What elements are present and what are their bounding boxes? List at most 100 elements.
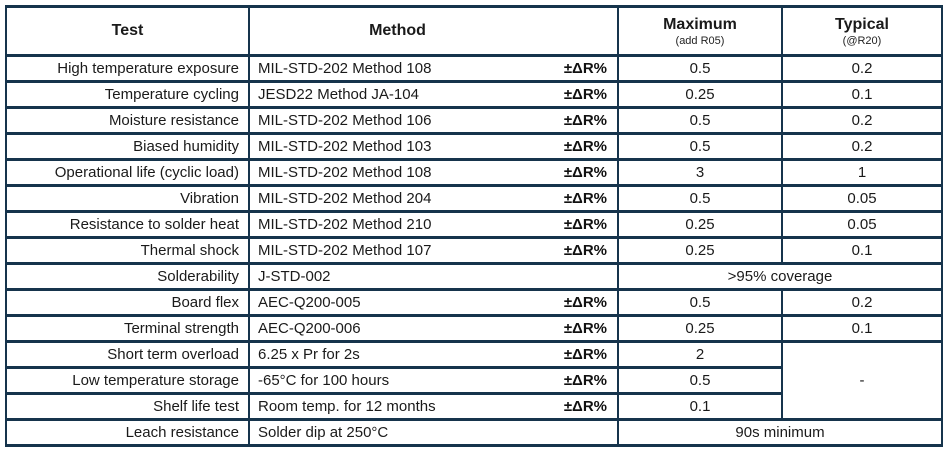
datasheet-page: { "table": { "header": { "test": "Test",… <box>0 5 946 465</box>
col-header-maximum: Maximum (add R05) <box>617 5 783 57</box>
table-row: Temperature cycling JESD22 Method JA-104… <box>5 80 943 109</box>
table-row: Solderability J-STD-002 >95% coverage <box>5 262 943 291</box>
cell-method: J-STD-002 <box>248 262 619 291</box>
method-label: Room temp. for 12 months <box>258 398 436 415</box>
cell-method: MIL-STD-202 Method 210 ±ΔR% <box>248 210 619 239</box>
cell-method: AEC-Q200-006 ±ΔR% <box>248 314 619 343</box>
method-label: 6.25 x Pr for 2s <box>258 346 360 363</box>
cell-method: AEC-Q200-005 ±ΔR% <box>248 288 619 317</box>
table-row: Low temperature storage -65°C for 100 ho… <box>5 366 942 395</box>
cell-method: JESD22 Method JA-104 ±ΔR% <box>248 80 619 109</box>
delta-r-label: ±ΔR% <box>563 346 607 363</box>
delta-r-label: ±ΔR% <box>563 138 607 155</box>
table-row: Operational life (cyclic load) MIL-STD-2… <box>5 158 943 187</box>
col-header-test: Test <box>5 5 250 57</box>
cell-test: Moisture resistance <box>5 106 250 135</box>
cell-maximum: 0.25 <box>617 210 783 239</box>
cell-test: Biased humidity <box>5 132 250 161</box>
method-label: J-STD-002 <box>258 268 331 285</box>
table-row: Board flex AEC-Q200-005 ±ΔR% 0.5 0.2 <box>5 288 943 317</box>
method-label: MIL-STD-202 Method 103 <box>258 138 432 155</box>
cell-typical: 0.1 <box>781 80 943 109</box>
cell-maximum: 0.25 <box>617 80 783 109</box>
method-label: MIL-STD-202 Method 108 <box>258 60 432 77</box>
cell-method: Room temp. for 12 months ±ΔR% <box>248 392 619 421</box>
cell-maximum: 2 <box>617 340 783 369</box>
cell-method: MIL-STD-202 Method 106 ±ΔR% <box>248 106 619 135</box>
delta-r-label: ±ΔR% <box>563 320 607 337</box>
method-label: MIL-STD-202 Method 107 <box>258 242 432 259</box>
cell-merged-result: 90s minimum <box>617 418 943 447</box>
table-row: Vibration MIL-STD-202 Method 204 ±ΔR% 0.5… <box>5 184 943 213</box>
method-label: JESD22 Method JA-104 <box>258 86 419 103</box>
cell-merged-result: >95% coverage <box>617 262 943 291</box>
method-label: MIL-STD-202 Method 108 <box>258 164 432 181</box>
method-label: Solder dip at 250°C <box>258 424 389 441</box>
cell-typical: 0.05 <box>781 184 943 213</box>
cell-method: MIL-STD-202 Method 204 ±ΔR% <box>248 184 619 213</box>
table-row: Shelf life test Room temp. for 12 months… <box>5 392 942 421</box>
cell-maximum: 0.25 <box>617 314 783 343</box>
cell-method: 6.25 x Pr for 2s ±ΔR% <box>248 340 619 369</box>
cell-typical: 0.1 <box>781 314 943 343</box>
header-row: Test Method Maximum (add R05) Typical (@… <box>5 5 943 57</box>
delta-r-label: ±ΔR% <box>563 398 607 415</box>
typical-header-label: Typical <box>835 15 889 33</box>
method-label: MIL-STD-202 Method 210 <box>258 216 432 233</box>
method-label: MIL-STD-202 Method 204 <box>258 190 432 207</box>
cell-typical-merged: - <box>781 340 943 421</box>
cell-test: Leach resistance <box>5 418 250 447</box>
cell-method: MIL-STD-202 Method 103 ±ΔR% <box>248 132 619 161</box>
method-label: MIL-STD-202 Method 106 <box>258 112 432 129</box>
table-row: Thermal shock MIL-STD-202 Method 107 ±ΔR%… <box>5 236 943 265</box>
cell-typical: 0.1 <box>781 236 943 265</box>
delta-r-label: ±ΔR% <box>563 216 607 233</box>
cell-typical: 0.2 <box>781 288 943 317</box>
table-row: Biased humidity MIL-STD-202 Method 103 ±Δ… <box>5 132 943 161</box>
cell-test: Terminal strength <box>5 314 250 343</box>
table-row: Terminal strength AEC-Q200-006 ±ΔR% 0.25 … <box>5 314 943 343</box>
cell-test: Thermal shock <box>5 236 250 265</box>
cell-typical: 0.2 <box>781 54 943 83</box>
delta-r-label: ±ΔR% <box>563 190 607 207</box>
table-row: Leach resistance Solder dip at 250°C 90s… <box>5 418 943 447</box>
maximum-header-label: Maximum <box>663 15 737 33</box>
cell-maximum: 3 <box>617 158 783 187</box>
delta-r-label: ±ΔR% <box>563 112 607 129</box>
table-row: Resistance to solder heat MIL-STD-202 Me… <box>5 210 943 239</box>
cell-maximum: 0.1 <box>617 392 783 421</box>
delta-r-label: ±ΔR% <box>563 86 607 103</box>
delta-r-label: ±ΔR% <box>563 60 607 77</box>
cell-method: MIL-STD-202 Method 107 ±ΔR% <box>248 236 619 265</box>
cell-method: -65°C for 100 hours ±ΔR% <box>248 366 619 395</box>
cell-maximum: 0.5 <box>617 132 783 161</box>
cell-method: MIL-STD-202 Method 108 ±ΔR% <box>248 54 619 83</box>
cell-method: MIL-STD-202 Method 108 ±ΔR% <box>248 158 619 187</box>
cell-typical: 0.2 <box>781 132 943 161</box>
cell-typical: 1 <box>781 158 943 187</box>
col-header-typical: Typical (@R20) <box>781 5 943 57</box>
cell-maximum: 0.5 <box>617 184 783 213</box>
cell-test: Solderability <box>5 262 250 291</box>
cell-test: Short term overload <box>5 340 250 369</box>
table-row: High temperature exposure MIL-STD-202 Me… <box>5 54 943 83</box>
table-row: Short term overload 6.25 x Pr for 2s ±ΔR%… <box>5 340 943 421</box>
cell-test: High temperature exposure <box>5 54 250 83</box>
maximum-header-sublabel: (add R05) <box>675 34 725 47</box>
cell-maximum: 0.5 <box>617 288 783 317</box>
table-row: Moisture resistance MIL-STD-202 Method 1… <box>5 106 943 135</box>
cell-method: Solder dip at 250°C <box>248 418 619 447</box>
cell-maximum: 0.5 <box>617 54 783 83</box>
cell-typical: 0.05 <box>781 210 943 239</box>
typical-header-sublabel: (@R20) <box>842 34 882 47</box>
delta-r-label: ±ΔR% <box>563 294 607 311</box>
method-label: AEC-Q200-005 <box>258 294 361 311</box>
cell-typical: 0.2 <box>781 106 943 135</box>
qualification-test-table: Test Method Maximum (add R05) Typical (@… <box>5 5 943 447</box>
col-header-method: Method <box>248 5 619 57</box>
cell-test: Resistance to solder heat <box>5 210 250 239</box>
method-label: AEC-Q200-006 <box>258 320 361 337</box>
cell-test: Board flex <box>5 288 250 317</box>
cell-maximum: 0.5 <box>617 366 783 395</box>
cell-test: Shelf life test <box>5 392 250 421</box>
